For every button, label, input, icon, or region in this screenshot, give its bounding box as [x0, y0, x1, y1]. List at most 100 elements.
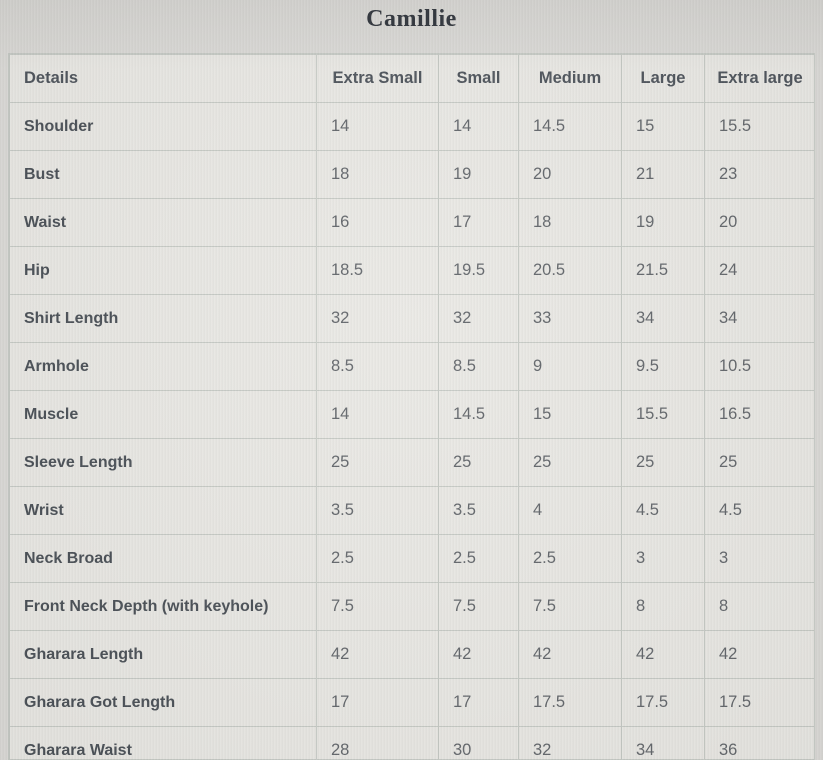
row-label: Neck Broad [9, 534, 317, 583]
table-row: Armhole 8.5 8.5 9 9.5 10.5 [9, 342, 814, 391]
cell-value: 16 [316, 198, 439, 247]
header-row: Details Extra Small Small Medium Large E… [9, 54, 814, 103]
cell-value: 20 [518, 150, 622, 199]
cell-value: 8.5 [316, 342, 439, 391]
cell-value: 7.5 [438, 582, 519, 631]
table-row: Wrist 3.5 3.5 4 4.5 4.5 [9, 486, 814, 535]
cell-value: 8 [704, 582, 814, 631]
cell-value: 32 [438, 294, 519, 343]
column-header-medium: Medium [518, 54, 622, 103]
cell-value: 7.5 [518, 582, 622, 631]
cell-value: 14 [438, 102, 519, 151]
column-header-extra-small: Extra Small [316, 54, 439, 103]
cell-value: 25 [621, 438, 705, 487]
cell-value: 25 [438, 438, 519, 487]
cell-value: 3.5 [316, 486, 439, 535]
table-row: Shoulder 14 14 14.5 15 15.5 [9, 102, 814, 151]
table-row: Muscle 14 14.5 15 15.5 16.5 [9, 390, 814, 439]
row-label: Hip [9, 246, 317, 295]
cell-value: 24 [704, 246, 814, 295]
column-header-large: Large [621, 54, 705, 103]
cell-value: 4.5 [704, 486, 814, 535]
cell-value: 17.5 [621, 678, 705, 727]
row-label: Shirt Length [9, 294, 317, 343]
cell-value: 17 [316, 678, 439, 727]
cell-value: 18 [518, 198, 622, 247]
cell-value: 34 [621, 294, 705, 343]
page-title: Camillie [366, 6, 457, 32]
cell-value: 3.5 [438, 486, 519, 535]
table-row: Gharara Length 42 42 42 42 42 [9, 630, 814, 679]
cell-value: 25 [518, 438, 622, 487]
cell-value: 16.5 [704, 390, 814, 439]
cell-value: 19 [621, 198, 705, 247]
row-label: Gharara Length [9, 630, 317, 679]
column-header-extra-large: Extra large [704, 54, 814, 103]
table-row: Shirt Length 32 32 33 34 34 [9, 294, 814, 343]
cell-value: 14.5 [438, 390, 519, 439]
row-label: Wrist [9, 486, 317, 535]
cell-value: 32 [518, 726, 622, 759]
row-label: Waist [9, 198, 317, 247]
cell-value: 21 [621, 150, 705, 199]
column-header-small: Small [438, 54, 519, 103]
cell-value: 3 [621, 534, 705, 583]
cell-value: 10.5 [704, 342, 814, 391]
cell-value: 42 [518, 630, 622, 679]
table-row: Bust 18 19 20 21 23 [9, 150, 814, 199]
cell-value: 14 [316, 390, 439, 439]
cell-value: 2.5 [316, 534, 439, 583]
cell-value: 17 [438, 678, 519, 727]
cell-value: 23 [704, 150, 814, 199]
table-body: Shoulder 14 14 14.5 15 15.5 Bust 18 19 2… [9, 102, 814, 759]
cell-value: 4.5 [621, 486, 705, 535]
size-chart-table-container: Details Extra Small Small Medium Large E… [8, 53, 815, 760]
cell-value: 19.5 [438, 246, 519, 295]
cell-value: 42 [316, 630, 439, 679]
table-row: Gharara Waist 28 30 32 34 36 [9, 726, 814, 759]
cell-value: 17.5 [518, 678, 622, 727]
cell-value: 42 [704, 630, 814, 679]
cell-value: 15.5 [621, 390, 705, 439]
cell-value: 15 [518, 390, 622, 439]
row-label: Sleeve Length [9, 438, 317, 487]
cell-value: 28 [316, 726, 439, 759]
cell-value: 9.5 [621, 342, 705, 391]
row-label: Front Neck Depth (with keyhole) [9, 582, 317, 631]
table-row: Front Neck Depth (with keyhole) 7.5 7.5 … [9, 582, 814, 631]
cell-value: 19 [438, 150, 519, 199]
cell-value: 2.5 [518, 534, 622, 583]
table-row: Gharara Got Length 17 17 17.5 17.5 17.5 [9, 678, 814, 727]
row-label: Gharara Got Length [9, 678, 317, 727]
cell-value: 4 [518, 486, 622, 535]
table-row: Waist 16 17 18 19 20 [9, 198, 814, 247]
table-row: Hip 18.5 19.5 20.5 21.5 24 [9, 246, 814, 295]
row-label: Shoulder [9, 102, 317, 151]
column-header-details: Details [9, 54, 317, 103]
cell-value: 20.5 [518, 246, 622, 295]
table-row: Sleeve Length 25 25 25 25 25 [9, 438, 814, 487]
cell-value: 25 [704, 438, 814, 487]
cell-value: 8 [621, 582, 705, 631]
cell-value: 17 [438, 198, 519, 247]
cell-value: 2.5 [438, 534, 519, 583]
cell-value: 14 [316, 102, 439, 151]
cell-value: 25 [316, 438, 439, 487]
cell-value: 21.5 [621, 246, 705, 295]
cell-value: 8.5 [438, 342, 519, 391]
cell-value: 17.5 [704, 678, 814, 727]
cell-value: 34 [621, 726, 705, 759]
table-row: Neck Broad 2.5 2.5 2.5 3 3 [9, 534, 814, 583]
cell-value: 7.5 [316, 582, 439, 631]
cell-value: 42 [438, 630, 519, 679]
cell-value: 34 [704, 294, 814, 343]
row-label: Gharara Waist [9, 726, 317, 759]
cell-value: 30 [438, 726, 519, 759]
row-label: Muscle [9, 390, 317, 439]
row-label: Bust [9, 150, 317, 199]
cell-value: 18 [316, 150, 439, 199]
cell-value: 15.5 [704, 102, 814, 151]
cell-value: 18.5 [316, 246, 439, 295]
row-label: Armhole [9, 342, 317, 391]
